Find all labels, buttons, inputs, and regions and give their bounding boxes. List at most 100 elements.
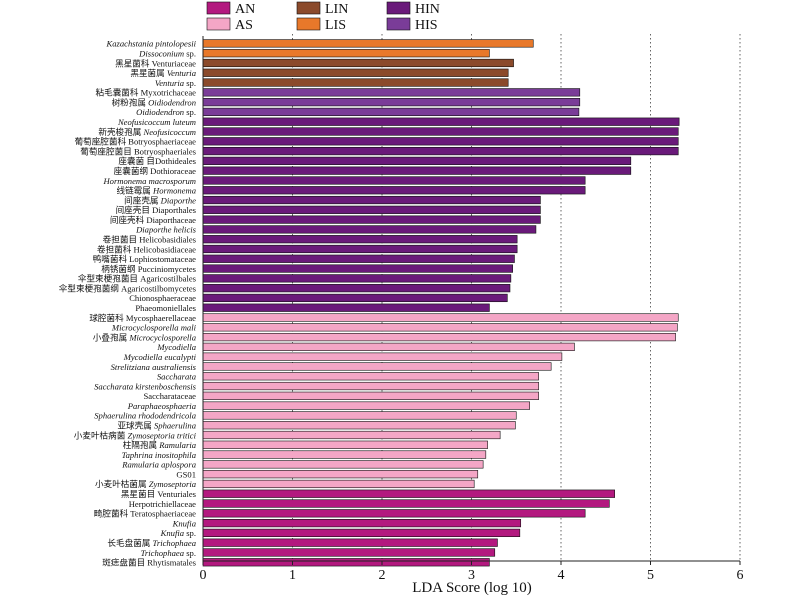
bar xyxy=(202,411,517,420)
category-label-part: sp. xyxy=(184,78,196,88)
category-label-part: Trichophaea xyxy=(153,538,196,548)
bar xyxy=(202,558,490,567)
category-label-part: 黑星菌目 Venturiales xyxy=(121,488,197,499)
category-label: Paraphaeosphaeria xyxy=(127,401,196,411)
legend-swatch xyxy=(386,17,411,31)
bar xyxy=(202,352,563,361)
category-label-part: Chionosphaeraceae xyxy=(129,293,196,303)
bar xyxy=(202,548,496,557)
category-label: Trichophaea sp. xyxy=(141,548,196,558)
bar xyxy=(202,313,679,322)
bar xyxy=(202,264,513,273)
bar xyxy=(202,137,679,146)
bar xyxy=(202,88,581,97)
category-label-part: Kazachstania pintolopesii xyxy=(105,39,196,49)
bar xyxy=(202,166,632,175)
x-tick-label: 2 xyxy=(379,568,386,583)
category-label-part: 卷担菌目 Helicobasidiales xyxy=(103,233,197,244)
category-label-part: 亚球壳属 xyxy=(117,420,154,431)
category-label-part: Saccharata kirstenboschensis xyxy=(94,381,197,391)
bar xyxy=(202,39,534,48)
category-label-part: 鸭嘴菌科 Lophiostomataceae xyxy=(93,253,197,264)
category-label-part: Venturia xyxy=(155,78,184,88)
x-tick-label: 1 xyxy=(289,568,296,583)
legend-swatch xyxy=(296,17,321,31)
category-label-part: Strelitziana australiensis xyxy=(111,362,197,372)
category-label: 黑星菌属 Venturia xyxy=(130,67,196,78)
category-label: Kazachstania pintolopesii xyxy=(105,39,196,49)
category-label-part: Taphrina inositophila xyxy=(122,450,196,460)
category-label: 小麦叶枯菌属 Zymoseptoria xyxy=(95,478,196,489)
bar xyxy=(202,391,539,400)
bar xyxy=(202,284,511,293)
bar xyxy=(202,68,509,77)
legend-label: LIS xyxy=(325,18,346,33)
category-label-part: Mycodiella eucalypti xyxy=(123,352,197,362)
bar xyxy=(202,195,541,205)
bar xyxy=(202,127,679,136)
bar xyxy=(202,98,581,107)
legend-swatch xyxy=(386,1,411,15)
bar xyxy=(202,460,484,469)
x-axis: 0 1 2 3 4 5 6 xyxy=(200,36,744,583)
category-label: 柄锈菌纲 Pucciniomycetes xyxy=(101,263,196,274)
bar xyxy=(202,470,479,479)
category-label: 柱隔孢属 Ramularia xyxy=(123,439,196,450)
bar xyxy=(202,362,552,371)
bar xyxy=(202,274,512,283)
category-label-part: 球腔菌科 Mycosphaerellaceae xyxy=(89,312,196,323)
category-label: 伞型束梗孢菌目 Agaricostilbales xyxy=(78,273,197,284)
bar xyxy=(202,176,586,185)
category-label: Mycodiella xyxy=(156,342,196,352)
category-label: GS01 xyxy=(176,469,196,479)
category-label-part: Zymoseptoria tritici xyxy=(127,430,196,440)
category-label-part: 长毛盘菌属 xyxy=(107,537,152,548)
bar xyxy=(202,519,522,528)
category-label-part: sp. xyxy=(184,107,196,117)
bar xyxy=(202,235,518,244)
category-label-part: sp. xyxy=(184,48,196,58)
x-tick-label: 6 xyxy=(737,568,744,583)
category-label-part: Knufia xyxy=(172,518,196,528)
bar xyxy=(202,186,586,195)
category-label-part: Paraphaeosphaeria xyxy=(127,401,196,411)
category-label-part: Neofusicoccum xyxy=(142,127,196,137)
category-label-part: Herpotrichiellaceae xyxy=(129,499,196,509)
category-label-part: Sphaerulina rhododendricola xyxy=(94,411,196,421)
bar xyxy=(202,49,490,58)
category-label-part: Zymoseptoria xyxy=(149,479,196,489)
category-label: Knufia sp. xyxy=(160,528,196,538)
bar xyxy=(202,244,518,254)
bar xyxy=(202,117,680,126)
bar xyxy=(202,254,515,263)
category-label-part: Phaeomoniellales xyxy=(135,303,196,313)
category-label: Phaeomoniellales xyxy=(135,303,196,313)
legend-label: AS xyxy=(235,18,253,33)
category-label: 树粉孢属 Oidiodendron xyxy=(112,96,196,107)
bar xyxy=(202,489,616,498)
category-label: Microcyclosporella mali xyxy=(111,323,197,333)
category-label-part: 黑星菌属 xyxy=(130,67,167,78)
bar xyxy=(202,509,586,518)
legend-swatch xyxy=(296,1,321,15)
bars xyxy=(202,39,680,567)
category-label: 葡萄座腔菌科 Botryosphaeriaceae xyxy=(75,136,197,147)
bar xyxy=(202,372,539,381)
bar xyxy=(202,146,679,156)
category-label-part: 黑星菌科 Venturiaceae xyxy=(115,57,196,68)
category-label-part: Neofusicoccum luteum xyxy=(117,117,196,127)
category-label: 卷担菌目 Helicobasidiales xyxy=(103,233,197,244)
category-label-part: Oidiodendron xyxy=(148,97,196,107)
bar xyxy=(202,381,539,391)
category-label-part: Microcyclosporella mali xyxy=(111,323,197,333)
legend-label: HIS xyxy=(415,18,438,33)
category-label-part: 柱隔孢属 xyxy=(123,439,160,450)
bar xyxy=(202,450,487,459)
category-label: Venturia sp. xyxy=(155,78,196,88)
category-label-part: 新壳梭孢属 xyxy=(98,126,143,137)
category-label-part: Saccharataceae xyxy=(144,391,197,401)
category-label-part: 柄锈菌纲 Pucciniomycetes xyxy=(101,263,196,274)
category-label: 葡萄座腔菌目 Botryosphaeriales xyxy=(80,145,196,156)
category-label: 鸭嘴菌科 Lophiostomataceae xyxy=(93,253,197,264)
